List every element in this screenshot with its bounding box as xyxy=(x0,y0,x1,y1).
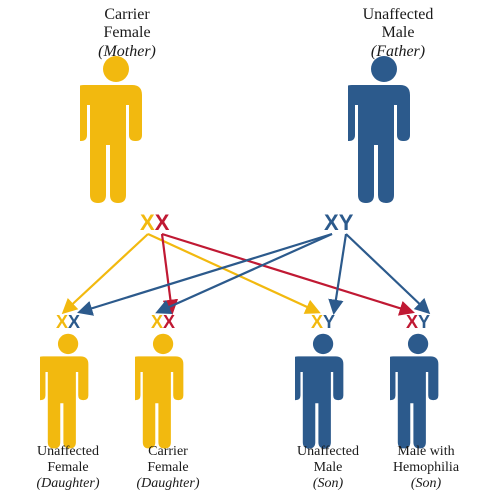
inheritance-arrow xyxy=(346,234,428,312)
allele: X xyxy=(155,210,170,236)
person-label: UnaffectedMale(Father) xyxy=(338,6,458,61)
label-line: Unaffected xyxy=(278,444,378,460)
person-label: UnaffectedFemale(Daughter) xyxy=(18,444,118,492)
genotype: XY xyxy=(324,210,353,236)
label-line: Hemophilia xyxy=(373,460,479,476)
person-icon xyxy=(390,333,446,450)
genotype: XX xyxy=(140,210,169,236)
label-line: Male with xyxy=(373,444,479,460)
inheritance-arrow xyxy=(80,234,332,312)
allele: X xyxy=(311,312,323,333)
genotype: XY xyxy=(406,312,430,333)
person-label: UnaffectedMale(Son) xyxy=(278,444,378,492)
inheritance-arrow xyxy=(148,234,318,312)
label-line: (Daughter) xyxy=(18,476,118,492)
allele: X xyxy=(140,210,155,236)
person-icon xyxy=(80,55,152,205)
person-icon xyxy=(135,333,191,450)
genotype: XX xyxy=(56,312,80,333)
allele: X xyxy=(151,312,163,333)
label-line: Female xyxy=(18,460,118,476)
label-line: Unaffected xyxy=(18,444,118,460)
label-line: Male xyxy=(278,460,378,476)
inheritance-arrow xyxy=(64,234,148,312)
allele: X xyxy=(324,210,339,236)
label-line: (Daughter) xyxy=(118,476,218,492)
label-line: Female xyxy=(72,24,182,42)
allele: X xyxy=(68,312,80,333)
label-line: (Son) xyxy=(278,476,378,492)
label-line: Carrier xyxy=(72,6,182,24)
person-icon xyxy=(40,333,96,450)
inheritance-arrow xyxy=(162,234,172,312)
allele: X xyxy=(163,312,175,333)
person-icon xyxy=(348,55,420,205)
label-line: Female xyxy=(118,460,218,476)
inheritance-arrow xyxy=(162,234,412,312)
person-label: CarrierFemale(Mother) xyxy=(72,6,182,61)
allele: X xyxy=(56,312,68,333)
person-label: CarrierFemale(Daughter) xyxy=(118,444,218,492)
label-line: (Son) xyxy=(373,476,479,492)
person-icon xyxy=(295,333,351,450)
genotype: XY xyxy=(311,312,335,333)
allele: Y xyxy=(418,312,430,333)
label-line: Unaffected xyxy=(338,6,458,24)
allele: X xyxy=(406,312,418,333)
allele: Y xyxy=(339,210,354,236)
label-line: Carrier xyxy=(118,444,218,460)
label-line: Male xyxy=(338,24,458,42)
genotype: XX xyxy=(151,312,175,333)
allele: Y xyxy=(323,312,335,333)
inheritance-arrow xyxy=(158,234,332,312)
person-label: Male withHemophilia(Son) xyxy=(373,444,479,492)
inheritance-arrow xyxy=(334,234,346,312)
